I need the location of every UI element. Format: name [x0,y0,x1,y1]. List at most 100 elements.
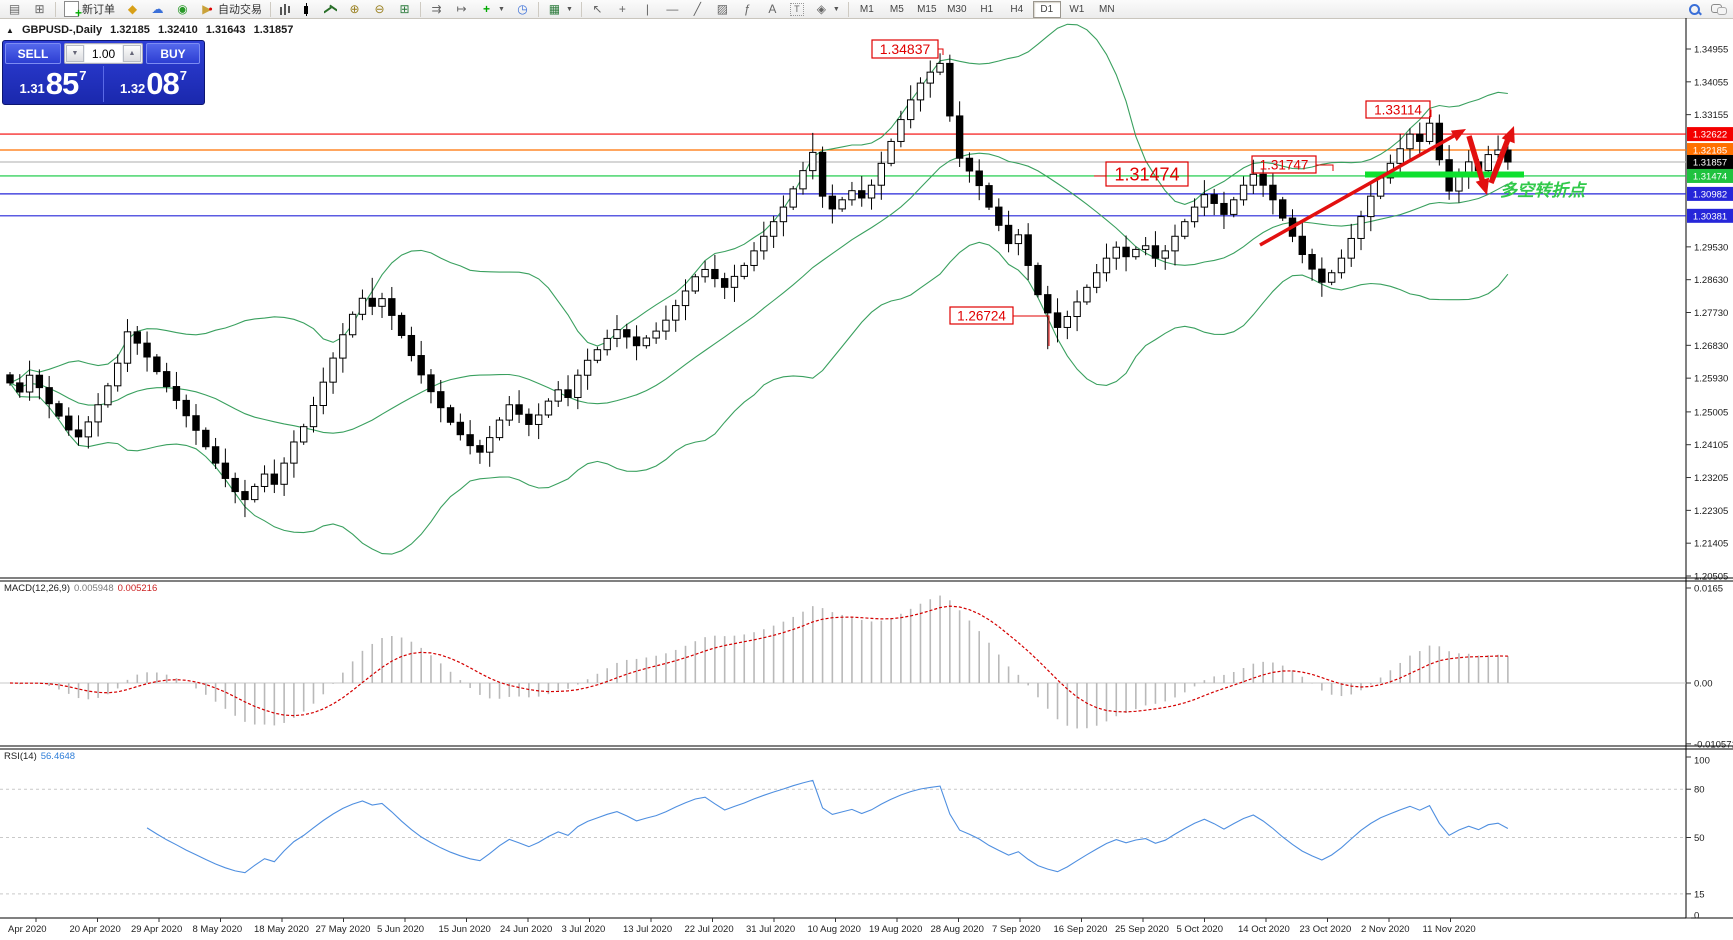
templates-button[interactable]: ▦ ▼ [542,0,578,19]
zoom-out-button[interactable]: ⊖ [367,0,392,19]
profiles-button[interactable]: ⊞ [27,0,52,19]
chart-shift-button[interactable]: ↦ [449,0,474,19]
price-annotation-text: 1.33114 [1374,102,1422,117]
buy-button[interactable]: BUY [146,43,200,64]
svg-text:19 Aug 2020: 19 Aug 2020 [869,924,922,935]
text-label-button[interactable]: T [785,0,809,19]
community-button[interactable]: ☁ [145,0,170,19]
price-axis: 1.34955 1.34055 1.33155 1.29530 1.28630 1.277… [1686,45,1733,922]
tile-windows-button[interactable]: ⊞ [392,0,417,19]
svg-text:5 Oct 2020: 5 Oct 2020 [1177,924,1223,935]
buy-price[interactable]: 1.32 08 7 [105,66,202,102]
svg-text:16 Sep 2020: 16 Sep 2020 [1054,924,1108,935]
horizontal-line-icon: — [666,1,679,16]
sell-price-prefix: 1.31 [19,81,45,96]
toolbar-separator [537,1,539,17]
ohlc-high: 1.32410 [157,24,198,36]
new-order-label: 新订单 [82,4,115,16]
periods-button[interactable]: ◷ [510,0,535,19]
toolbar-separator [270,1,271,17]
bar-chart-button[interactable] [274,0,297,19]
trendline-button[interactable]: ╱ [685,0,710,19]
arrows-button[interactable]: ◈ ▼ [809,0,845,19]
svg-text:25 Sep 2020: 25 Sep 2020 [1115,924,1169,935]
indicators-icon: + [482,1,490,16]
autotrading-button[interactable]: ▶ ● 自动交易 [195,0,267,19]
timeframe-button-h4[interactable]: H4 [1010,3,1024,15]
volume-decrease-button[interactable]: ▼ [66,45,84,62]
svg-text:Apr 2020: Apr 2020 [8,924,47,935]
svg-text:29 Apr 2020: 29 Apr 2020 [131,924,182,935]
timeframe-button-mn[interactable]: MN [1099,3,1115,15]
svg-text:10 Aug 2020: 10 Aug 2020 [808,924,861,935]
macd-signal-value: 0.005216 [117,583,158,594]
sell-price[interactable]: 1.31 85 7 [3,66,104,102]
price-annotation-box [949,306,1014,325]
svg-text:22 Jul 2020: 22 Jul 2020 [685,924,734,935]
trend-arrow-head [1501,126,1515,144]
trendline-icon: ╱ [693,1,701,16]
cursor-icon: ↖ [592,1,603,16]
timeframe-button-w1[interactable]: W1 [1069,3,1085,15]
svg-text:31 Jul 2020: 31 Jul 2020 [746,924,795,935]
zoom-in-button[interactable]: ⊕ [342,0,367,19]
rsi-line [146,779,1509,874]
fibonacci-button[interactable]: ƒ [735,0,760,19]
svg-text:1.29530: 1.29530 [1694,242,1728,253]
svg-text:1.24105: 1.24105 [1694,440,1728,451]
timeframe-button-m5[interactable]: M5 [889,3,904,15]
svg-text:80: 80 [1694,785,1705,796]
vertical-line-button[interactable]: | [635,0,660,19]
equidistant-channel-icon: ▨ [716,1,729,16]
rsi-value: 56.4648 [40,751,76,762]
profiles-icon: ⊞ [34,1,45,16]
sell-button[interactable]: SELL [5,43,61,64]
new-chart-button[interactable]: ▤ [2,0,27,19]
candlestick-chart-button[interactable] [297,0,319,19]
buy-price-prefix: 1.32 [119,81,146,96]
chart-objects[interactable]: 1.34837 1.33114 1.31747 1.31474 1.26724 多空转折点 [871,39,1588,346]
signals-button[interactable]: ◉ [170,0,195,19]
svg-text:1.32185: 1.32185 [1693,146,1727,157]
timeframe-button-m1[interactable]: M1 [859,3,874,15]
timeframe-button-m30[interactable]: M30 [947,3,967,15]
caret-down-icon: ▼ [498,5,505,13]
macd-label: MACD(12,26,9) 0.005948 0.005216 [4,583,157,594]
chat-button[interactable] [1706,0,1731,19]
svg-text:11 Nov 2020: 11 Nov 2020 [1423,924,1476,935]
horizontal-line-button[interactable]: — [660,0,685,19]
text-button[interactable]: A [760,0,785,19]
timeframe-button-h1[interactable]: H1 [980,3,994,15]
crosshair-button[interactable]: + [610,0,635,19]
price-annotation-box [1365,100,1431,119]
channel-button[interactable]: ▨ [710,0,735,19]
timeframe-button-m15[interactable]: M15 [917,3,937,15]
svg-text:1.31474: 1.31474 [1693,171,1727,182]
new-order-button[interactable]: 新订单 [59,0,120,21]
macd-histogram [18,595,1509,729]
svg-text:2 Nov 2020: 2 Nov 2020 [1361,924,1410,935]
metaeditor-icon: ◆ [127,1,138,16]
svg-text:100: 100 [1694,756,1710,767]
collapse-marker-icon[interactable]: ▲ [6,26,14,35]
svg-text:1.21405: 1.21405 [1694,539,1728,550]
search-button[interactable] [1683,0,1706,19]
auto-scroll-button[interactable]: ⇉ [424,0,449,19]
svg-text:7 Sep 2020: 7 Sep 2020 [992,924,1041,935]
volume-value[interactable]: 1.00 [85,45,122,62]
ohlc-low: 1.31643 [205,24,246,36]
svg-text:1.33155: 1.33155 [1694,110,1728,121]
timeframe-bar: M1 M5 M15 M30 H1 H4 D1 W1 MN [852,0,1122,18]
metaeditor-button[interactable]: ◆ [120,0,145,19]
timeframe-button-d1[interactable]: D1 [1032,0,1061,18]
indicators-button[interactable]: + ▼ [474,0,510,19]
svg-text:18 May 2020: 18 May 2020 [254,924,309,935]
svg-text:1.31857: 1.31857 [1693,157,1727,168]
candlestick-series[interactable] [6,53,1512,518]
volume-increase-button[interactable]: ▲ [123,45,141,62]
clock-icon: ◷ [517,1,528,16]
cursor-button[interactable]: ↖ [585,0,610,19]
svg-text:1.34955: 1.34955 [1694,45,1728,56]
svg-text:24 Jun 2020: 24 Jun 2020 [500,924,552,935]
